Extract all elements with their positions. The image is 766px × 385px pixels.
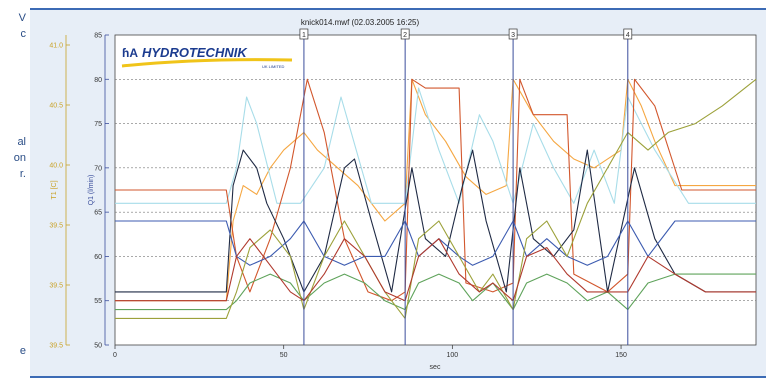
left-text-line: r.	[19, 168, 26, 180]
left-text-line: on	[13, 152, 26, 164]
series-line-3	[115, 78, 756, 302]
left-axis-tick-label: 65	[94, 210, 102, 217]
logo-text: HYDROTECHNIK	[142, 45, 248, 60]
markers-layer: 1 2 3 4	[299, 28, 633, 345]
far-left-axis-label: T1 [C]	[51, 180, 58, 199]
left-text-column: V c al on r. e	[0, 0, 30, 385]
left-axis-tick-label: 55	[94, 298, 102, 305]
left-axis-tick-label: 80	[94, 77, 102, 84]
logo-subtext: UK LIMITED	[262, 64, 285, 69]
left-axis-tick-label: 75	[94, 121, 102, 128]
chart-title: knick014.mwf (02.03.2005 16:25)	[301, 18, 420, 27]
far-left-axis-tick-label: 39.5	[49, 223, 63, 230]
left-text-line: al	[17, 136, 26, 148]
logo: ɦA HYDROTECHNIK UK LIMITED	[119, 40, 299, 69]
cursor-label-box	[508, 28, 518, 40]
x-axis-tick-label: 150	[615, 352, 627, 359]
cursor-label: 4	[626, 32, 630, 39]
series-layer	[115, 78, 757, 319]
x-axis-tick-label: 50	[280, 352, 288, 359]
series-line-6	[115, 273, 756, 311]
grid	[115, 78, 756, 302]
far-left-axis-tick-label: 39.5	[49, 343, 63, 350]
series-line-8	[115, 238, 756, 302]
cursor-label: 3	[511, 32, 515, 39]
cursor-label: 1	[302, 32, 306, 39]
x-axis-tick-label: 100	[447, 352, 459, 359]
x-axis-tick-label: 0	[113, 352, 117, 359]
left-text-line: V	[18, 12, 26, 24]
left-axis-ticks: 50 55 60 65 70 75 80 85	[94, 33, 109, 350]
x-axis-label: sec	[430, 364, 441, 371]
far-left-axis-ticks: 39.5 39.5 39.5 40.0 40.5 41.0	[49, 43, 70, 350]
series-line-7	[115, 78, 757, 319]
cursor-label-box	[299, 28, 309, 40]
logo-swoosh	[121, 58, 293, 68]
left-text-line: c	[20, 28, 27, 40]
far-left-axis-tick-label: 41.0	[49, 43, 63, 50]
x-axis-ticks: 0 50 100 150	[113, 345, 627, 359]
cursor-label: 2	[403, 32, 407, 39]
cursor-label-box	[400, 28, 410, 40]
left-axis-tick-label: 50	[94, 343, 102, 350]
far-left-axis-tick-label: 40.0	[49, 163, 63, 170]
series-line-2	[115, 87, 756, 204]
left-axis-tick-label: 70	[94, 165, 102, 172]
logo-mark-icon: ɦA	[122, 46, 138, 60]
left-axis-tick-label: 85	[94, 33, 102, 40]
left-axis-label: Q1 (l/min)	[88, 175, 95, 206]
far-left-axis-tick-label: 39.5	[49, 283, 63, 290]
left-text-line: e	[19, 345, 26, 357]
far-left-axis-tick-label: 40.5	[49, 103, 63, 110]
cursor-label-box	[623, 28, 633, 40]
left-axis-tick-label: 60	[94, 254, 102, 261]
